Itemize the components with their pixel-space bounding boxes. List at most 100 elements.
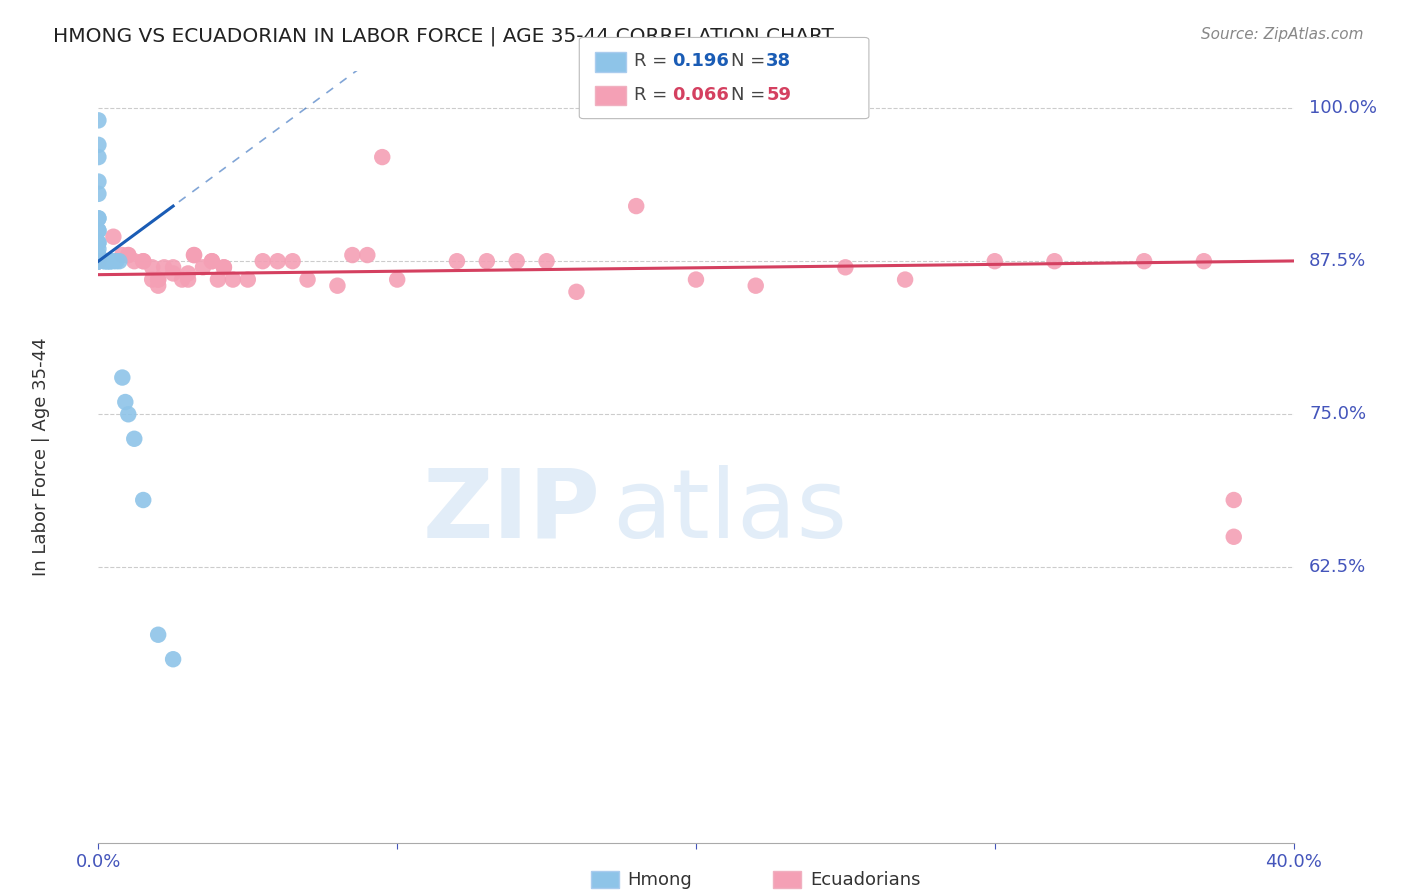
Point (111, 370, 134, 384)
Point (103, 254, 125, 268)
Point (385, 272, 409, 286)
Point (141, 260, 163, 275)
Point (201, 254, 224, 268)
Point (1043, 254, 1066, 268)
Point (148, 278, 170, 293)
Point (87, 254, 110, 268)
Text: 38: 38 (766, 53, 792, 70)
Text: 59: 59 (766, 86, 792, 103)
Point (1223, 530, 1246, 544)
Text: R =: R = (634, 53, 673, 70)
Point (536, 254, 558, 268)
Point (124, 254, 146, 268)
Point (212, 260, 235, 275)
Point (105, 254, 128, 268)
Point (1192, 254, 1215, 268)
Point (281, 254, 304, 268)
Point (506, 254, 529, 268)
Point (96, 254, 118, 268)
Point (87, 211, 110, 226)
Point (87, 254, 110, 268)
Point (222, 272, 245, 286)
Point (212, 260, 235, 275)
Point (87, 223, 110, 237)
Text: N =: N = (731, 86, 770, 103)
Point (984, 254, 1007, 268)
Text: Ecuadorians: Ecuadorians (810, 871, 921, 888)
Point (148, 272, 170, 286)
Point (96, 254, 118, 268)
Point (153, 260, 176, 275)
Point (162, 652, 184, 666)
Point (685, 272, 707, 286)
Point (87, 248, 110, 262)
Point (87, 254, 110, 268)
Point (87, 254, 110, 268)
Point (1133, 254, 1156, 268)
Point (93, 254, 115, 268)
Point (745, 278, 768, 293)
Point (87, 235, 110, 250)
Point (103, 229, 125, 244)
Point (117, 407, 139, 421)
Point (87, 254, 110, 268)
Point (1223, 493, 1246, 508)
Point (87, 254, 110, 268)
Point (87, 242, 110, 256)
Point (98, 254, 122, 268)
Point (297, 272, 319, 286)
Point (342, 248, 364, 262)
Point (87, 254, 110, 268)
Text: 87.5%: 87.5% (1309, 252, 1367, 270)
Point (201, 254, 224, 268)
Point (117, 248, 139, 262)
Point (446, 254, 468, 268)
Text: Source: ZipAtlas.com: Source: ZipAtlas.com (1201, 27, 1364, 42)
Point (207, 272, 229, 286)
Point (87, 186, 110, 201)
Text: 0.196: 0.196 (672, 53, 728, 70)
Text: HMONG VS ECUADORIAN IN LABOR FORCE | AGE 35-44 CORRELATION CHART: HMONG VS ECUADORIAN IN LABOR FORCE | AGE… (53, 27, 834, 46)
Point (87, 150, 110, 164)
Point (87, 113, 110, 128)
Point (93, 254, 115, 268)
Point (162, 267, 184, 281)
Point (148, 628, 170, 642)
Text: 62.5%: 62.5% (1309, 558, 1367, 576)
Point (356, 248, 378, 262)
Point (117, 248, 139, 262)
Point (191, 260, 214, 275)
Point (183, 248, 205, 262)
Point (132, 493, 155, 508)
Point (132, 254, 155, 268)
Point (124, 432, 146, 446)
Point (141, 272, 163, 286)
Point (132, 254, 155, 268)
Point (267, 254, 290, 268)
Point (87, 235, 110, 250)
Text: In Labor Force | Age 35-44: In Labor Force | Age 35-44 (32, 338, 51, 576)
Text: N =: N = (731, 53, 770, 70)
Point (87, 137, 110, 152)
Text: atlas: atlas (613, 465, 848, 558)
Text: ZIP: ZIP (422, 465, 600, 558)
Point (87, 254, 110, 268)
Text: 100.0%: 100.0% (1309, 99, 1376, 117)
Point (177, 267, 200, 281)
Point (111, 248, 134, 262)
Point (177, 272, 200, 286)
Point (148, 272, 170, 286)
Point (87, 223, 110, 237)
Point (87, 254, 110, 268)
Point (87, 248, 110, 262)
Point (96, 254, 118, 268)
Point (475, 254, 498, 268)
Point (183, 248, 205, 262)
Point (114, 395, 136, 409)
Point (87, 175, 110, 189)
Point (162, 260, 184, 275)
Text: Hmong: Hmong (627, 871, 692, 888)
Point (236, 272, 259, 286)
Point (326, 278, 349, 293)
Point (626, 199, 648, 213)
